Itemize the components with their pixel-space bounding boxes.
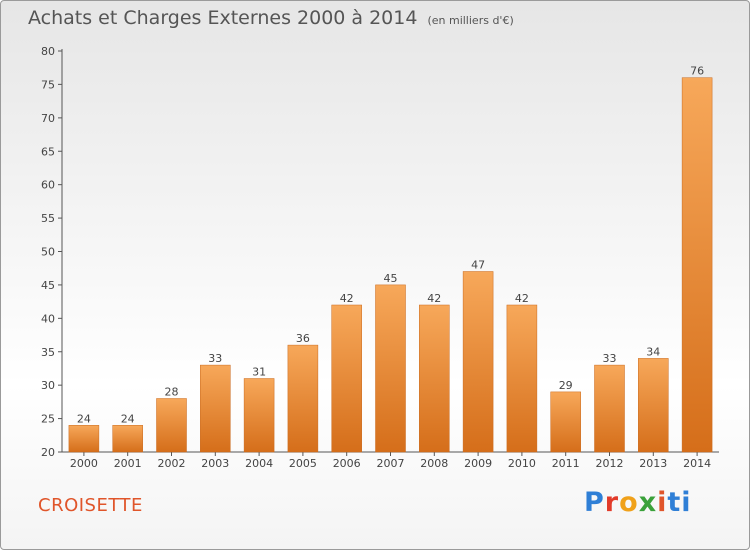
data-label: 42 <box>515 292 529 305</box>
x-tick-label: 2005 <box>289 457 317 470</box>
bar-2011 <box>550 391 581 453</box>
y-tick-label: 30 <box>41 379 55 392</box>
x-tick-label: 2004 <box>245 457 273 470</box>
bar-2001 <box>112 425 143 453</box>
labels: 24 2000 24 2001 28 2002 33 2003 31 2004 36 2005 42 20… <box>70 65 711 470</box>
data-label: 42 <box>427 292 441 305</box>
bar-2014 <box>681 77 713 453</box>
x-tick-label: 2002 <box>158 457 186 470</box>
x-tick-label: 2008 <box>420 457 448 470</box>
x-tick-label: 2009 <box>464 457 492 470</box>
data-label: 36 <box>296 332 310 345</box>
x-tick-label: 2007 <box>377 457 405 470</box>
y-tick-label: 50 <box>41 246 55 259</box>
x-tick-label: 2012 <box>596 457 624 470</box>
x-tick-label: 2001 <box>114 457 142 470</box>
y-tick-label: 70 <box>41 112 55 125</box>
data-label: 42 <box>340 292 354 305</box>
chart-unit: (en milliers d'€) <box>427 14 514 27</box>
logo-letter: P <box>584 487 605 518</box>
data-label: 31 <box>252 365 266 378</box>
bar-2002 <box>156 398 187 453</box>
y-tick-label: 35 <box>41 346 55 359</box>
bar-2013 <box>638 358 669 453</box>
data-label: 76 <box>690 65 704 78</box>
data-label: 33 <box>208 352 222 365</box>
y-tick-label: 65 <box>41 145 55 158</box>
data-label: 47 <box>471 259 485 272</box>
chart-title-text: Achats et Charges Externes 2000 à 2014 <box>28 7 418 29</box>
data-label: 34 <box>646 345 660 358</box>
bar-2004 <box>243 378 275 453</box>
x-tick-label: 2000 <box>70 457 98 470</box>
place-name: CROISETTE <box>38 495 143 516</box>
bar-2005 <box>287 344 319 453</box>
y-tick-label: 40 <box>41 312 55 325</box>
data-label: 24 <box>121 412 135 425</box>
y-tick-label: 55 <box>41 212 55 225</box>
bar-2010 <box>506 304 538 453</box>
chart-title: Achats et Charges Externes 2000 à 2014 (e… <box>28 7 514 29</box>
x-tick-label: 2014 <box>683 457 711 470</box>
x-tick-label: 2010 <box>508 457 536 470</box>
y-tick-label: 80 <box>41 45 55 58</box>
x-tick-label: 2011 <box>552 457 580 470</box>
logo-letter: o <box>619 487 639 518</box>
data-label: 24 <box>77 412 91 425</box>
bar-2003 <box>200 364 231 453</box>
y-tick-label: 20 <box>41 446 55 459</box>
bar-2006 <box>331 304 362 453</box>
data-label: 28 <box>165 386 179 399</box>
y-tick-label: 60 <box>41 179 55 192</box>
y-tick-label: 25 <box>41 413 55 426</box>
data-label: 29 <box>559 379 573 392</box>
bar-2009 <box>462 271 494 453</box>
bars <box>68 77 713 453</box>
bar-2008 <box>419 304 450 453</box>
logo-letter: i <box>657 487 668 518</box>
bar-2012 <box>594 364 625 453</box>
bar-2007 <box>375 284 406 453</box>
y-tick-label: 45 <box>41 279 55 292</box>
logo-letter: x <box>638 487 658 518</box>
x-tick-label: 2003 <box>201 457 229 470</box>
x-tick-label: 2006 <box>333 457 361 470</box>
data-label: 45 <box>384 272 398 285</box>
logo-letter: r <box>604 487 620 518</box>
bar-2000 <box>68 425 100 453</box>
data-label: 33 <box>603 352 617 365</box>
x-tick-label: 2013 <box>639 457 667 470</box>
proxiti-logo: Proxiti <box>584 487 692 518</box>
y-tick-label: 75 <box>41 78 55 91</box>
logo-letter: ti <box>667 487 692 518</box>
